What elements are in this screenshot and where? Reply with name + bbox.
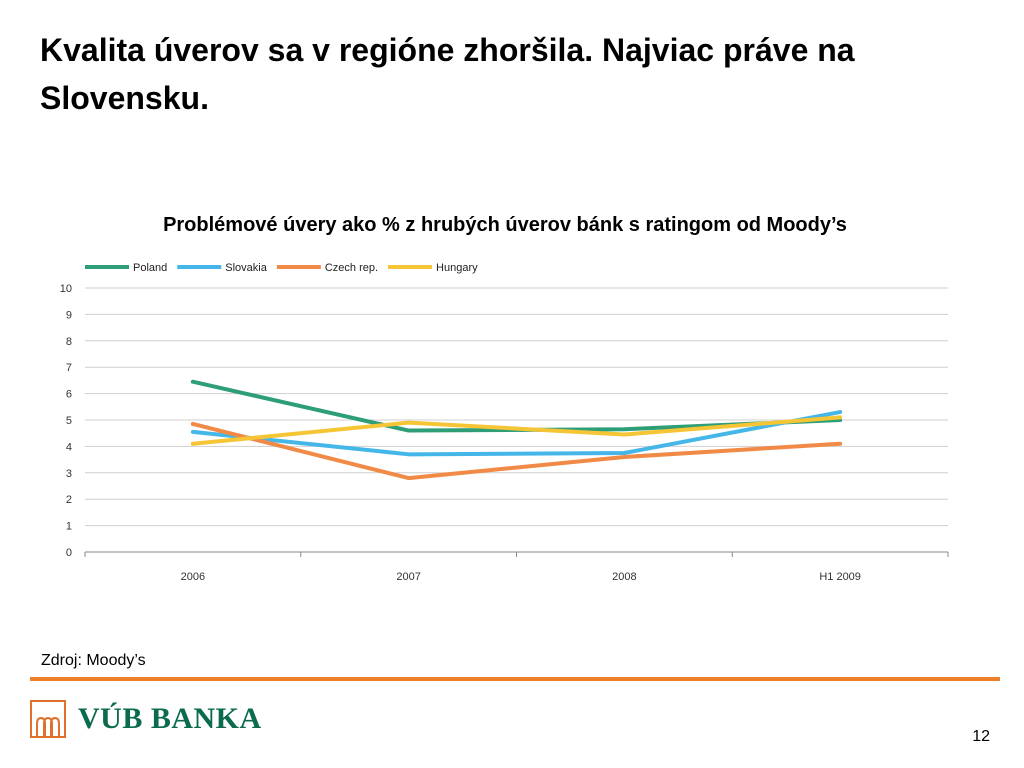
y-tick-label: 5 <box>66 415 72 427</box>
vub-banka-logo: VÚB BANKA <box>30 700 262 738</box>
bank-arches-icon <box>30 700 66 738</box>
chart-legend: Poland Slovakia Czech rep. Hungary <box>85 262 478 274</box>
footer-divider <box>30 677 1000 681</box>
y-tick-label: 0 <box>66 547 72 559</box>
chart-gridlines <box>85 287 948 527</box>
x-tick-label: 2008 <box>612 571 636 583</box>
y-axis-ticks: 0 1 2 3 4 5 6 7 8 9 10 <box>60 283 72 559</box>
slide-title: Kvalita úverov sa v regióne zhoršila. Na… <box>40 32 855 116</box>
y-tick-label: 9 <box>66 309 72 321</box>
y-tick-label: 8 <box>66 336 72 348</box>
y-tick-label: 3 <box>66 468 72 480</box>
chart-series <box>190 379 843 481</box>
x-tick-label: 2006 <box>181 571 205 583</box>
x-tick-label: H1 2009 <box>819 571 861 583</box>
chart-title: Problémové úvery ako % z hrubých úverov … <box>163 214 847 236</box>
legend-label: Hungary <box>436 262 478 274</box>
y-tick-label: 7 <box>66 362 72 374</box>
y-tick-label: 6 <box>66 389 72 401</box>
y-tick-label: 4 <box>66 441 72 453</box>
y-tick-label: 2 <box>66 494 72 506</box>
x-axis: 2006 2007 2008 H1 2009 <box>84 551 949 583</box>
series-line-slovakia <box>190 410 843 457</box>
series-line-hungary <box>190 415 843 446</box>
source-note: Zdroj: Moody’s <box>41 652 146 669</box>
y-tick-label: 1 <box>66 521 72 533</box>
legend-label: Slovakia <box>225 262 267 274</box>
legend-label: Poland <box>133 262 167 274</box>
series-line-czech-rep <box>190 421 843 481</box>
page-number: 12 <box>972 728 990 745</box>
y-tick-label: 10 <box>60 283 72 295</box>
legend-label: Czech rep. <box>325 262 378 274</box>
logo-text: VÚB BANKA <box>78 702 262 735</box>
line-chart: Poland Slovakia Czech rep. Hungary 0 1 2 3 4 5 6 7… <box>60 262 949 583</box>
x-tick-label: 2007 <box>396 571 420 583</box>
